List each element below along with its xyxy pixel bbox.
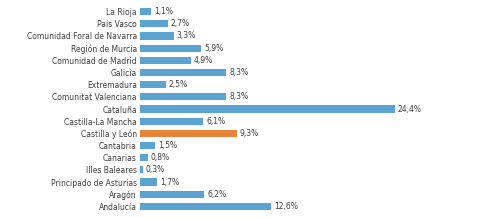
Bar	[140, 130, 237, 137]
Text: 4,9%: 4,9%	[194, 56, 213, 65]
Bar	[140, 20, 168, 27]
Text: 12,6%: 12,6%	[274, 202, 298, 211]
Text: 0,8%: 0,8%	[151, 153, 170, 162]
Bar	[140, 105, 395, 113]
Bar	[140, 191, 205, 198]
Text: 0,3%: 0,3%	[146, 165, 165, 174]
Text: 1,5%: 1,5%	[158, 141, 177, 150]
Text: 1,1%: 1,1%	[154, 7, 173, 16]
Bar	[140, 118, 204, 125]
Bar	[140, 203, 271, 210]
Text: 3,3%: 3,3%	[177, 31, 196, 41]
Text: 2,7%: 2,7%	[171, 19, 190, 28]
Bar	[140, 57, 191, 64]
Bar	[140, 81, 166, 88]
Text: 5,9%: 5,9%	[204, 44, 223, 53]
Text: 6,1%: 6,1%	[206, 117, 225, 126]
Bar	[140, 8, 151, 15]
Bar	[140, 93, 227, 100]
Bar	[140, 44, 202, 52]
Text: 2,5%: 2,5%	[169, 80, 188, 89]
Text: 8,3%: 8,3%	[229, 92, 248, 101]
Bar	[140, 178, 158, 186]
Bar	[140, 166, 143, 174]
Bar	[140, 154, 148, 161]
Text: 9,3%: 9,3%	[240, 129, 259, 138]
Bar	[140, 32, 174, 40]
Text: 24,4%: 24,4%	[397, 104, 421, 114]
Text: 6,2%: 6,2%	[207, 190, 226, 199]
Bar	[140, 142, 155, 149]
Bar	[140, 69, 227, 76]
Text: 8,3%: 8,3%	[229, 68, 248, 77]
Text: 1,7%: 1,7%	[160, 177, 179, 187]
